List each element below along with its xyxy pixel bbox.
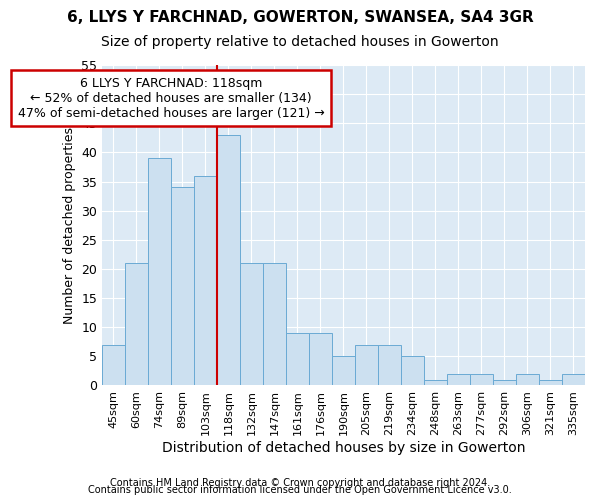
Bar — [217, 135, 240, 386]
Bar — [332, 356, 355, 386]
Bar — [286, 333, 309, 386]
Bar — [470, 374, 493, 386]
Bar — [194, 176, 217, 386]
Bar — [562, 374, 585, 386]
X-axis label: Distribution of detached houses by size in Gowerton: Distribution of detached houses by size … — [162, 441, 525, 455]
Text: 6, LLYS Y FARCHNAD, GOWERTON, SWANSEA, SA4 3GR: 6, LLYS Y FARCHNAD, GOWERTON, SWANSEA, S… — [67, 10, 533, 25]
Bar — [171, 188, 194, 386]
Bar — [125, 263, 148, 386]
Bar — [447, 374, 470, 386]
Bar — [102, 344, 125, 386]
Text: Contains HM Land Registry data © Crown copyright and database right 2024.: Contains HM Land Registry data © Crown c… — [110, 478, 490, 488]
Bar — [401, 356, 424, 386]
Bar — [516, 374, 539, 386]
Bar — [309, 333, 332, 386]
Text: Contains public sector information licensed under the Open Government Licence v3: Contains public sector information licen… — [88, 485, 512, 495]
Bar — [378, 344, 401, 386]
Bar — [493, 380, 516, 386]
Bar — [148, 158, 171, 386]
Bar — [539, 380, 562, 386]
Bar — [424, 380, 447, 386]
Text: 6 LLYS Y FARCHNAD: 118sqm
← 52% of detached houses are smaller (134)
47% of semi: 6 LLYS Y FARCHNAD: 118sqm ← 52% of detac… — [17, 76, 325, 120]
Text: Size of property relative to detached houses in Gowerton: Size of property relative to detached ho… — [101, 35, 499, 49]
Bar — [240, 263, 263, 386]
Bar — [263, 263, 286, 386]
Y-axis label: Number of detached properties: Number of detached properties — [62, 126, 76, 324]
Bar — [355, 344, 378, 386]
